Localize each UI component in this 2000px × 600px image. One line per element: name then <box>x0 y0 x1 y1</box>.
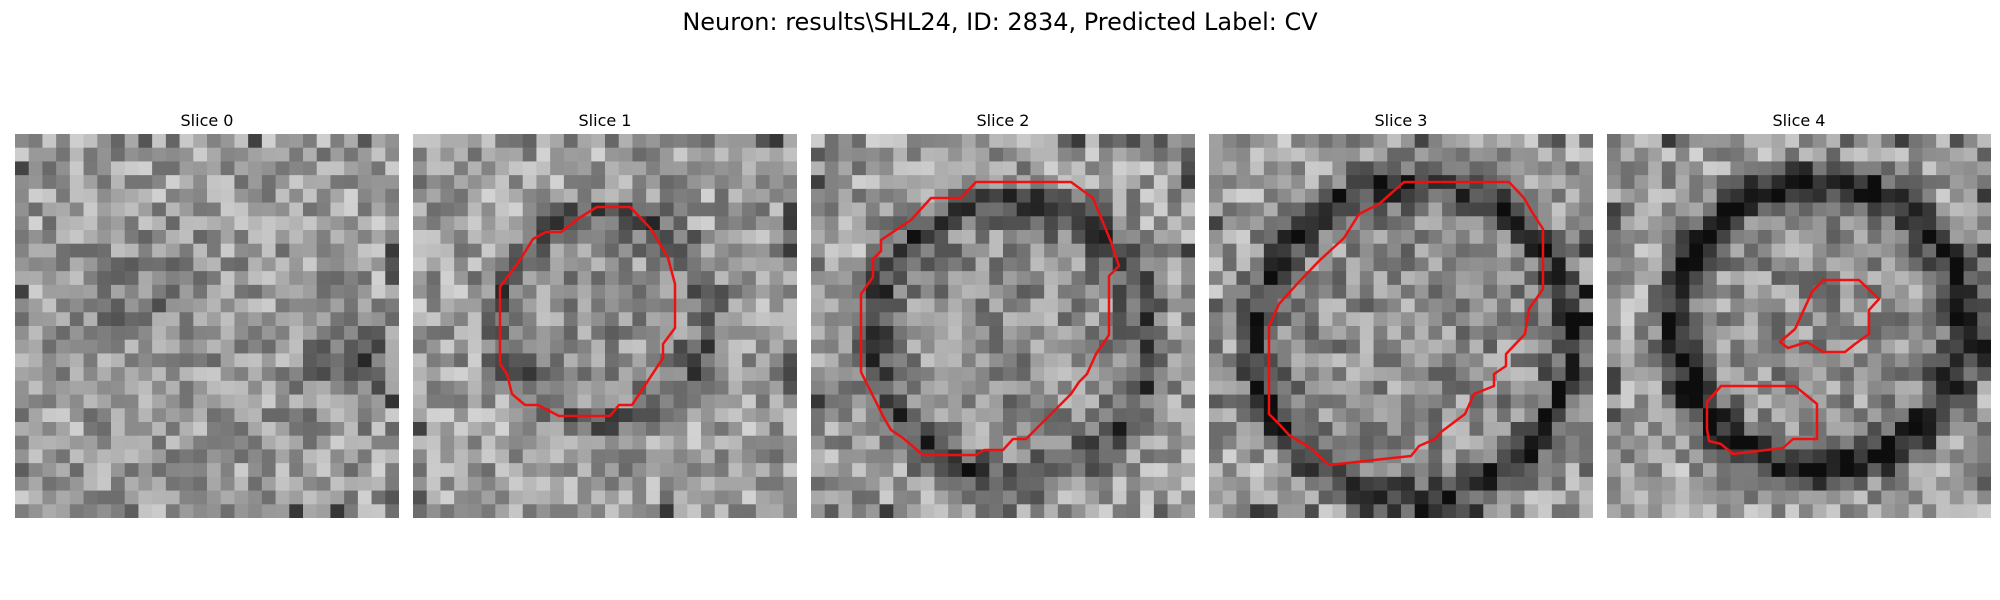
contour-outline <box>498 205 677 418</box>
slice-title-2: Slice 2 <box>976 111 1030 130</box>
slice-panel-2: Slice 2 <box>811 108 1195 518</box>
slice-image-1 <box>413 134 797 518</box>
contour-outline <box>1267 180 1545 467</box>
slice-title-1: Slice 1 <box>578 111 632 130</box>
slice-image-3 <box>1209 134 1593 518</box>
slice-title-3: Slice 3 <box>1374 111 1428 130</box>
slice-title-0: Slice 0 <box>180 111 234 130</box>
contour-outline <box>859 180 1121 457</box>
slice-image-0 <box>15 134 399 518</box>
figure-title: Neuron: results\SHL24, ID: 2834, Predict… <box>682 8 1318 36</box>
slice-title-4: Slice 4 <box>1772 111 1826 130</box>
slice-panel-1: Slice 1 <box>413 108 797 518</box>
slice-panel-3: Slice 3 <box>1209 108 1593 518</box>
slice-panel-0: Slice 0 <box>15 108 399 518</box>
contour-outline <box>1705 384 1819 456</box>
slice-image-2 <box>811 134 1195 518</box>
slice-image-4 <box>1607 134 1991 518</box>
slice-panel-4: Slice 4 <box>1607 108 1991 518</box>
contour-outline <box>1778 278 1881 354</box>
